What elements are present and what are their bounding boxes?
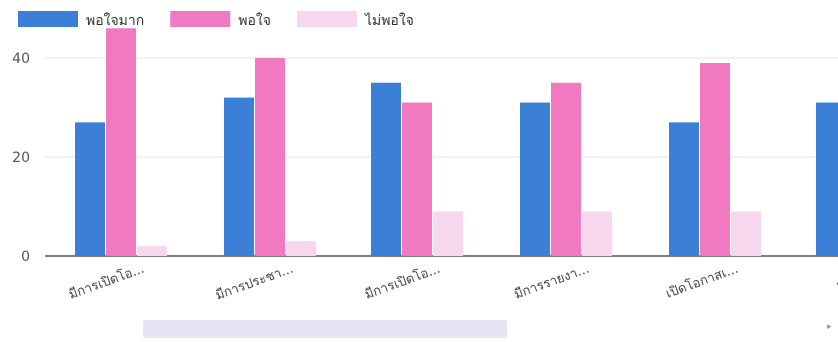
legend-swatch-3[interactable]	[296, 11, 357, 27]
x-tick-label: เปิดโอกาสเ...	[664, 261, 741, 302]
bar-2-2[interactable]	[255, 58, 285, 256]
y-tick-label: 20	[12, 150, 30, 166]
bar-1-1[interactable]	[75, 122, 105, 256]
bar-2-5[interactable]	[700, 62, 730, 257]
x-tick-label: มีการรายงา...	[512, 261, 591, 303]
legend-label-3[interactable]: ไม่พอใจ	[364, 12, 414, 29]
bar-1-4[interactable]	[520, 102, 550, 256]
bar-1-5[interactable]	[669, 122, 699, 256]
bar-3-1[interactable]	[137, 246, 167, 256]
legend-label-1[interactable]: พอใจมาก	[86, 12, 144, 29]
bar-3-3[interactable]	[433, 211, 463, 256]
bar-2-3[interactable]	[402, 102, 432, 256]
legend-swatch-1[interactable]	[18, 11, 78, 27]
bar-2-1[interactable]	[106, 28, 136, 256]
bar-1-3[interactable]	[371, 82, 401, 256]
x-tick-label: การดำเนิ	[834, 262, 838, 294]
scroll-right-icon[interactable]: ▸	[827, 322, 832, 332]
legend-swatch-2[interactable]	[170, 11, 231, 27]
bar-3-2[interactable]	[286, 241, 316, 256]
x-tick-label: มีการประชา...	[213, 261, 295, 304]
bar-2-4[interactable]	[551, 82, 581, 256]
x-tick-label: มีการเปิดโอ...	[67, 261, 147, 303]
legend-label-2[interactable]: พอใจ	[238, 12, 271, 29]
horizontal-scrollbar[interactable]	[143, 320, 507, 338]
y-tick-label: 40	[12, 51, 30, 67]
bar-3-5[interactable]	[731, 211, 761, 256]
bar-1-2[interactable]	[224, 97, 254, 256]
bar-3-4[interactable]	[582, 211, 612, 256]
x-tick-label: มีการเปิดโอ...	[363, 261, 443, 303]
bar-1-6[interactable]	[816, 102, 838, 256]
y-tick-label: 0	[21, 249, 30, 265]
